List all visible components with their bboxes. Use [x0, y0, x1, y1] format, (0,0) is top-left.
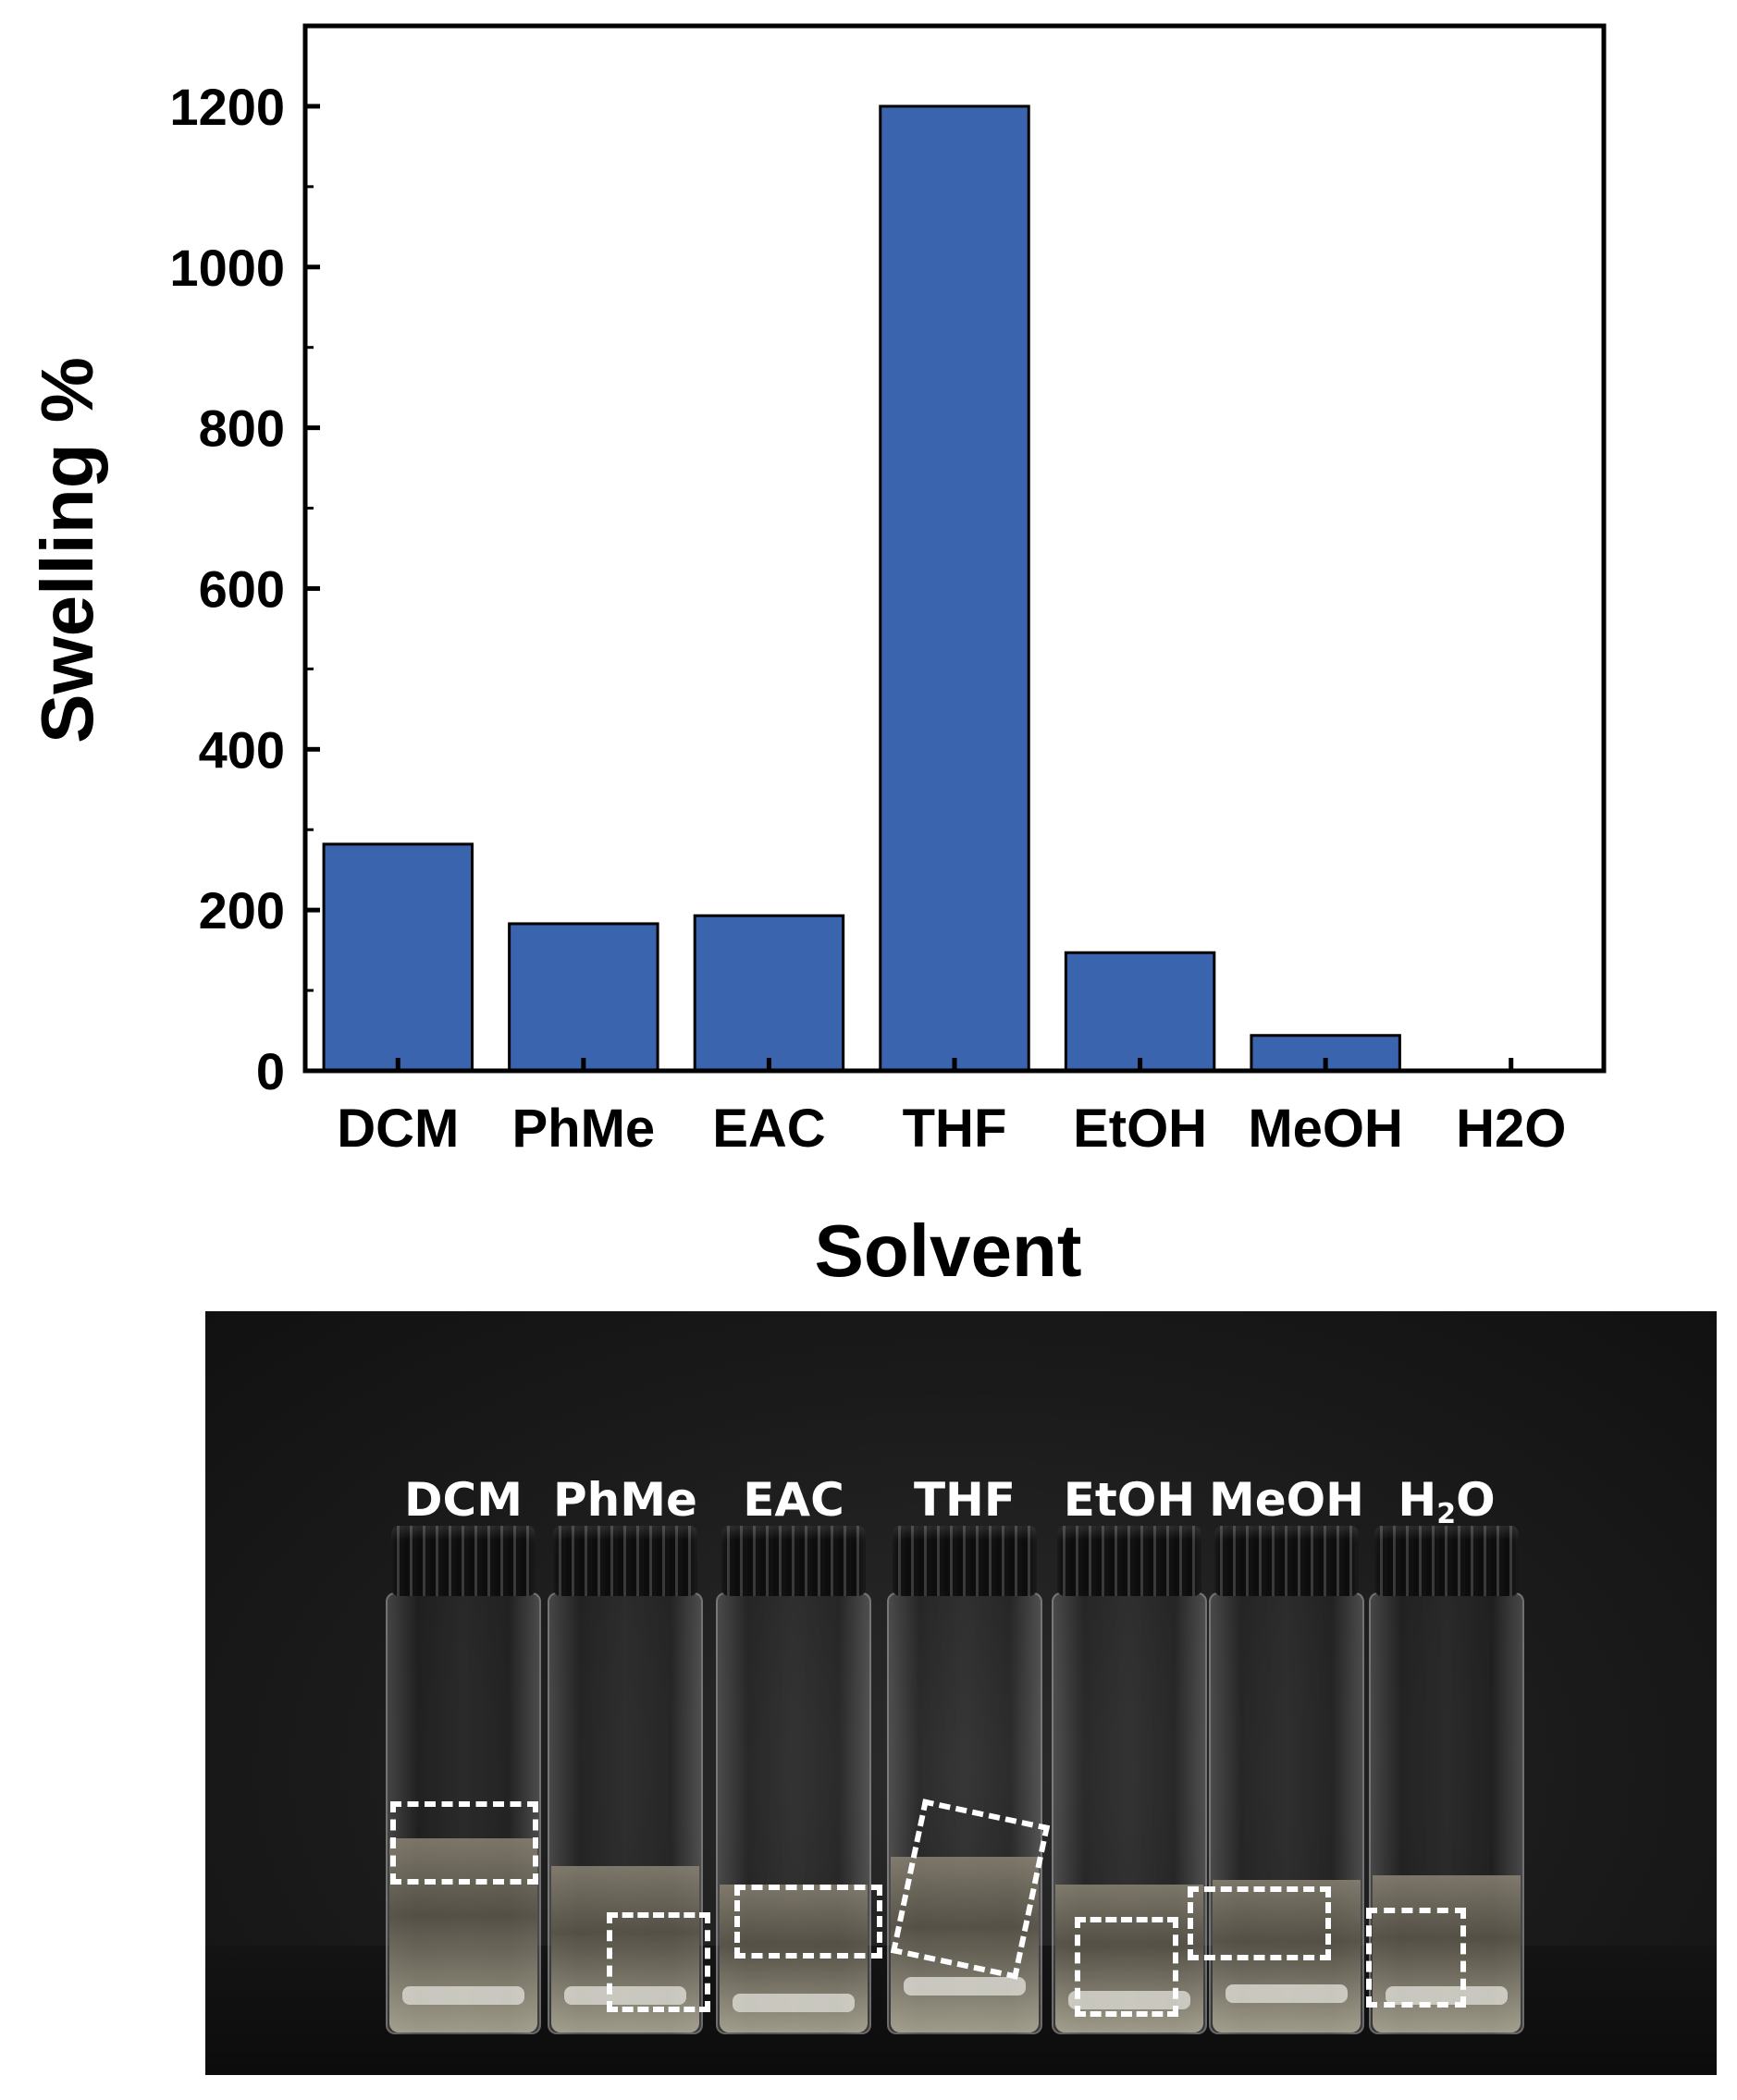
- vial-cap: [721, 1526, 866, 1596]
- vial-label: EAC: [743, 1473, 844, 1527]
- sample-box-phme: [607, 1912, 710, 2012]
- vial-label-subscript: 2: [1436, 1498, 1457, 1530]
- sample-box-h2o: [1366, 1908, 1466, 2008]
- vial-label: EtOH: [1063, 1473, 1196, 1527]
- vial-cap: [1374, 1526, 1519, 1596]
- y-tick-label: 800: [199, 399, 285, 458]
- vial-cap: [553, 1526, 697, 1596]
- vial-label-tail: O: [1456, 1473, 1496, 1527]
- vial-label: DCM: [404, 1473, 523, 1527]
- vial-sample: [402, 1986, 524, 2005]
- y-axis: 0 200 400 600 800 1000 1200: [169, 78, 320, 1100]
- vial-sample: [1386, 1986, 1508, 2005]
- vial-cap: [1057, 1526, 1201, 1596]
- sample-box-etoh: [1075, 1917, 1178, 2017]
- x-tick-label: THF: [903, 1099, 1007, 1159]
- vial-cap: [893, 1526, 1037, 1596]
- x-tick-label: H2O: [1456, 1099, 1566, 1159]
- y-tick-label: 1200: [169, 78, 285, 136]
- vial: [887, 1526, 1042, 2075]
- vial-label: H2O: [1354, 1473, 1539, 1530]
- vial-sample: [1068, 1991, 1190, 2009]
- bar-etoh: [1064, 951, 1216, 1073]
- vial-cap: [1214, 1526, 1359, 1596]
- sample-box-dcm: [390, 1801, 538, 1885]
- x-axis-title: Solvent: [815, 1210, 1082, 1292]
- y-axis-title: Swelling %: [26, 357, 108, 743]
- x-tick-label: DCM: [337, 1099, 459, 1159]
- vial-liquid: [551, 1866, 699, 2032]
- vial-cap: [391, 1526, 536, 1596]
- vial-label: PhMe: [553, 1473, 697, 1527]
- vial-sample: [733, 1994, 855, 2012]
- vial-sample: [904, 1977, 1026, 1996]
- vial: [386, 1526, 541, 2075]
- bars-group: [322, 104, 1401, 1073]
- vial: [1369, 1526, 1524, 2075]
- y-tick-label: 0: [256, 1042, 285, 1100]
- y-tick-label: 400: [199, 720, 285, 779]
- vial-sample: [564, 1986, 686, 2005]
- vial: [1052, 1526, 1207, 2075]
- bar-chart: 0 200 400 600 800 1000 1200 DCM PhMe EAC THF EtOH M…: [26, 23, 1607, 1292]
- vial-glass: [887, 1592, 1042, 2034]
- x-tick-label: EtOH: [1073, 1099, 1207, 1159]
- vial: [1209, 1526, 1364, 2075]
- sample-box-eac: [734, 1885, 882, 1959]
- bar-phme: [508, 922, 659, 1073]
- vial-label: THF: [913, 1473, 1016, 1527]
- vial-glass: [386, 1592, 541, 2034]
- x-tick-label: PhMe: [512, 1099, 656, 1159]
- x-axis: DCM PhMe EAC THF EtOH MeOH H2O: [337, 1058, 1566, 1159]
- y-tick-label: 600: [199, 559, 285, 618]
- bar-thf: [879, 104, 1030, 1073]
- x-tick-label: EAC: [712, 1099, 825, 1159]
- vial-liquid: [720, 1885, 868, 2032]
- vials-photo: DCM PhMe EAC THF EtOH MeOH H2O: [205, 1311, 1717, 2075]
- vial-liquid: [891, 1857, 1039, 2032]
- vial-sample: [1226, 1984, 1348, 2003]
- y-tick-label: 1000: [169, 239, 285, 297]
- vial-glass: [1369, 1592, 1524, 2034]
- vial-liquid: [389, 1838, 537, 2032]
- vial-label: MeOH: [1208, 1473, 1365, 1527]
- bar-eac: [693, 914, 845, 1073]
- vial: [548, 1526, 703, 2075]
- vial: [716, 1526, 871, 2075]
- vial-glass: [1209, 1592, 1364, 2034]
- y-tick-label: 200: [199, 881, 285, 939]
- x-tick-label: MeOH: [1248, 1099, 1403, 1159]
- sample-box-meoh: [1188, 1886, 1331, 1960]
- bar-dcm: [322, 842, 474, 1073]
- vial-label-base: H: [1398, 1473, 1437, 1527]
- vial-glass: [716, 1592, 871, 2034]
- vial-glass: [548, 1592, 703, 2034]
